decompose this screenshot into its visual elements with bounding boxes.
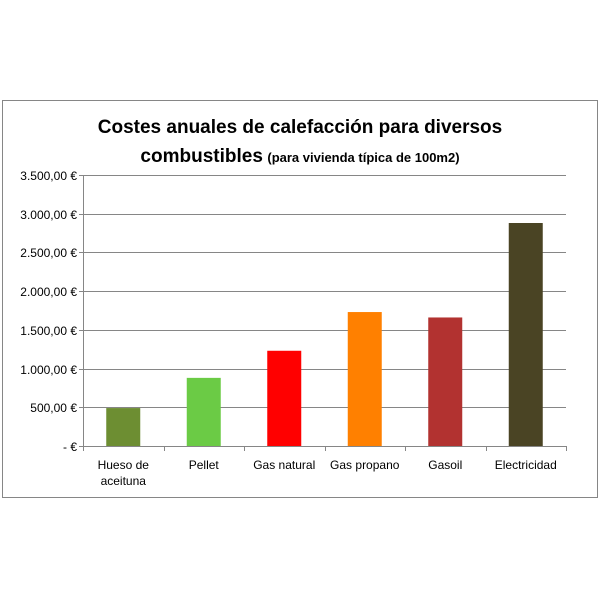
bar-gas-propano (347, 312, 382, 446)
y-tick-label: 1.000,00 € (20, 362, 77, 377)
chart-title: Costes anuales de calefacción para diver… (97, 117, 503, 167)
bar-electricidad (508, 223, 543, 446)
x-tick-label: Electricidad (494, 458, 557, 472)
y-tick-label: 2.500,00 € (20, 245, 77, 260)
x-tick-label: Gas natural (253, 458, 316, 472)
y-tick-label: 3.500,00 € (20, 168, 77, 183)
y-tick-label: 1.500,00 € (20, 323, 77, 338)
x-tick-label: Pellet (188, 458, 219, 472)
y-tick-label: 500,00 € (30, 400, 77, 415)
y-tick-label: 3.000,00 € (20, 207, 77, 222)
x-tick-label: Gas propano (330, 458, 400, 472)
bar-pellet (186, 377, 221, 446)
y-tick-label: - € (62, 439, 77, 454)
chart-title-block: Costes anuales de calefacción para diver… (90, 114, 510, 172)
x-tick-label: Gasoil (428, 458, 463, 472)
bar-gasoil (428, 317, 463, 446)
bar-gas-natural (267, 350, 302, 446)
bar-hueso-de-aceituna (106, 408, 141, 446)
y-tick-label: 2.000,00 € (20, 284, 77, 299)
chart-subtitle: (para vivienda típica de 100m2) (267, 150, 460, 165)
x-tick-label: Hueso de aceituna (97, 458, 149, 488)
